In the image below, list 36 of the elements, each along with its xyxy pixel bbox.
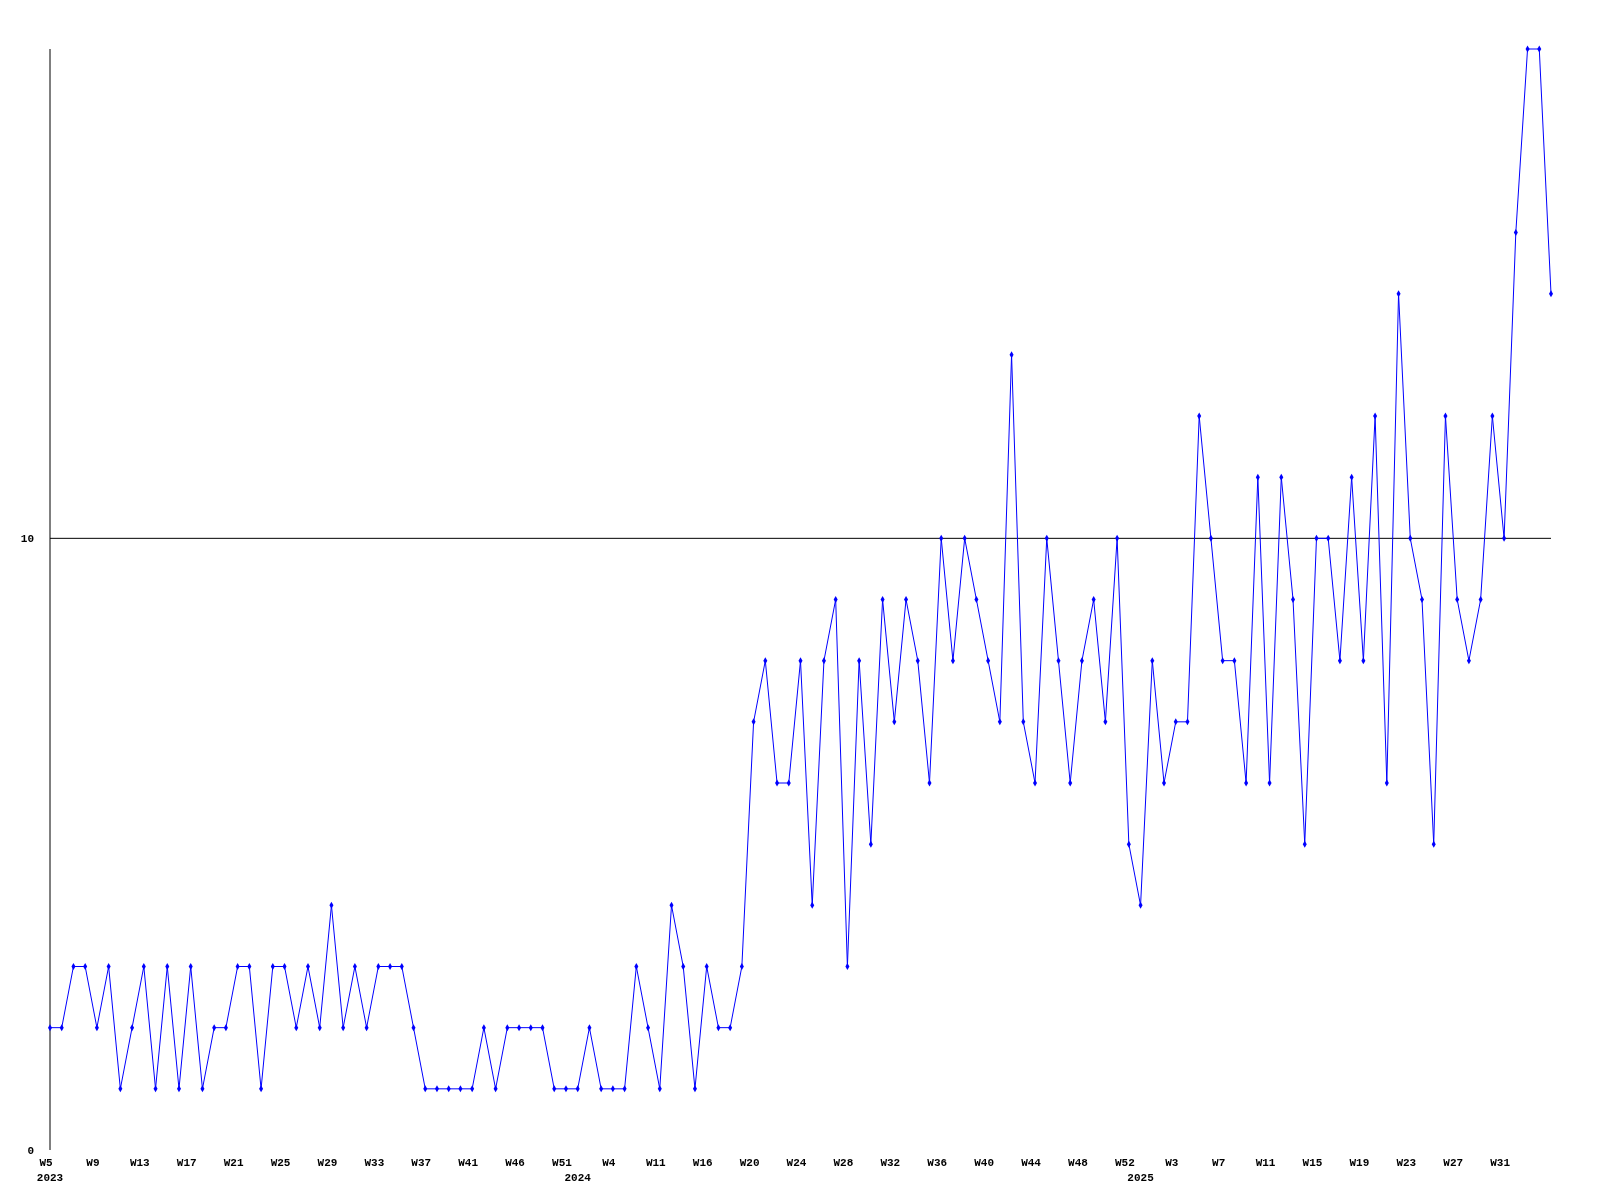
x-tick-label: W19 bbox=[1349, 1157, 1370, 1169]
x-tick-label: W51 bbox=[552, 1157, 573, 1169]
x-tick-label: W5 2023 bbox=[36, 1157, 64, 1184]
x-tick-label: W37 bbox=[411, 1157, 432, 1169]
x-tick-label: W21 bbox=[223, 1157, 244, 1169]
x-tick-label: W7 bbox=[1212, 1157, 1226, 1169]
x-tick-label: W40 bbox=[974, 1157, 995, 1169]
x-tick-label: W36 bbox=[927, 1157, 948, 1169]
x-tick-label: W3 bbox=[1165, 1157, 1179, 1169]
x-tick-label: W16 bbox=[692, 1157, 713, 1169]
x-tick-label: W32 bbox=[880, 1157, 901, 1169]
x-tick-label: W28 bbox=[833, 1157, 854, 1169]
x-tick-label: W11 bbox=[645, 1157, 667, 1169]
y-tick-label: 0 bbox=[27, 1144, 34, 1157]
x-tick-label: W9 bbox=[86, 1157, 100, 1169]
x-tick-label: W25 bbox=[270, 1157, 291, 1169]
x-tick-label: W41 bbox=[458, 1157, 479, 1169]
x-tick-label: W24 bbox=[786, 1157, 807, 1169]
x-tick-label: W17 bbox=[176, 1157, 197, 1169]
x-tick-label: W13 bbox=[129, 1157, 151, 1169]
x-tick-label: W33 bbox=[364, 1157, 385, 1169]
x-tick-label: W15 bbox=[1302, 1157, 1323, 1169]
x-tick-label: W29 bbox=[317, 1157, 338, 1169]
x-tick-label: W23 bbox=[1396, 1157, 1417, 1169]
x-tick-label: W48 bbox=[1068, 1157, 1089, 1169]
x-tick-label: W52 bbox=[1114, 1157, 1135, 1169]
x-tick-label: 2025 bbox=[1127, 1172, 1155, 1184]
x-tick-label: W20 bbox=[739, 1157, 760, 1169]
x-tick-label: 2024 bbox=[564, 1172, 592, 1184]
y-tick-label: 10 bbox=[20, 533, 34, 546]
x-tick-label: W46 bbox=[505, 1157, 525, 1169]
x-tick-label: W31 bbox=[1490, 1157, 1511, 1169]
x-tick-label: W4 bbox=[602, 1157, 616, 1169]
x-tick-label: W44 bbox=[1021, 1157, 1042, 1169]
x-tick-label: W27 bbox=[1443, 1157, 1464, 1169]
x-tick-label: W11 bbox=[1255, 1157, 1276, 1169]
